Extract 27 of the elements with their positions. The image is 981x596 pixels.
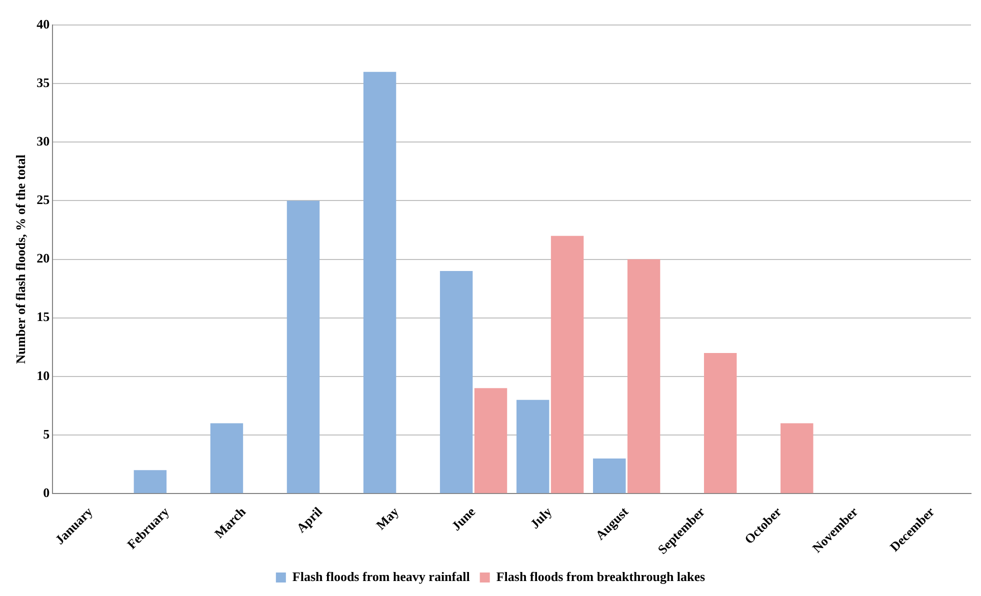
bar — [474, 388, 508, 494]
y-tick-label: 0 — [43, 484, 50, 500]
y-tick-label: 35 — [36, 74, 50, 90]
legend-label: Flash floods from heavy rainfall — [292, 568, 470, 584]
y-tick-label: 25 — [36, 192, 50, 208]
bar — [627, 259, 660, 494]
bar — [780, 423, 814, 494]
y-tick-label: 15 — [36, 309, 50, 324]
bar — [286, 200, 320, 494]
y-axis-title: Number of flash floods, % of the total — [13, 154, 28, 364]
x-tick-label: June — [448, 504, 478, 534]
y-tick-label: 5 — [43, 426, 50, 442]
x-tick-label: May — [373, 504, 402, 532]
bar — [704, 353, 737, 494]
bar — [363, 72, 396, 494]
y-tick-label: 10 — [36, 368, 50, 383]
bar — [210, 423, 244, 494]
x-tick-label: July — [527, 504, 555, 532]
y-tick-label: 20 — [36, 250, 50, 266]
y-tick-label: 30 — [36, 134, 50, 149]
bar — [593, 458, 626, 494]
bar — [440, 271, 473, 494]
bar — [134, 470, 167, 494]
bar — [550, 236, 584, 494]
y-tick-label: 40 — [36, 16, 50, 32]
legend-label: Flash floods from breakthrough lakes — [496, 568, 706, 584]
bar — [516, 400, 550, 494]
